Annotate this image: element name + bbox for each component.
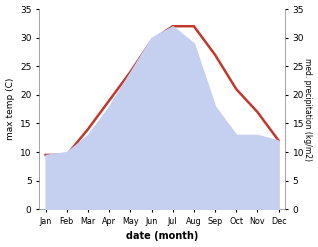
Y-axis label: max temp (C): max temp (C) (5, 78, 15, 140)
X-axis label: date (month): date (month) (126, 231, 198, 242)
Y-axis label: med. precipitation (kg/m2): med. precipitation (kg/m2) (303, 58, 313, 161)
